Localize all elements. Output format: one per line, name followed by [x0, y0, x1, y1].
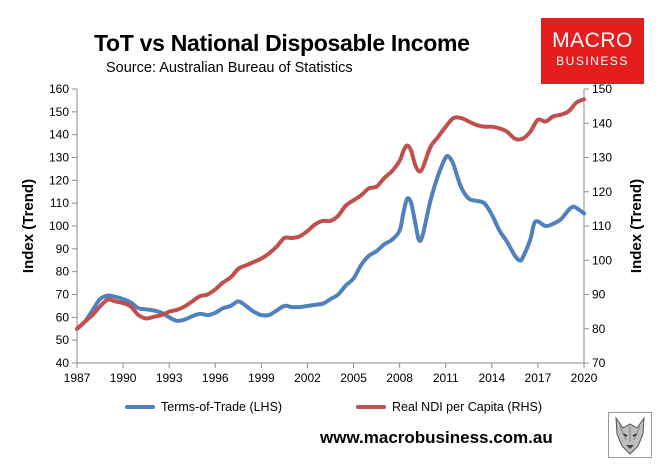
x-tick-label: 2011	[433, 371, 459, 385]
line-chart: 40 50 60 70 80 90 100 110 120 130 140 150 160 70 80 90 1…	[20, 82, 645, 385]
x-tick-label: 1990	[110, 371, 137, 385]
chart-title: ToT vs National Disposable Income	[94, 30, 470, 56]
logo-line-2: BUSINESS	[556, 54, 629, 68]
chart-subtitle: Source: Australian Bureau of Statistics	[106, 60, 353, 76]
y-tick-label-right: 70	[592, 356, 606, 370]
y-axis-title-left: Index (Trend)	[20, 179, 37, 273]
series-line-real-ndi-per-capita	[75, 97, 586, 331]
y-tick-label-right: 140	[592, 116, 612, 130]
y-tick-label-right: 80	[592, 322, 606, 336]
y-tick-label-right: 150	[592, 82, 612, 96]
x-tick-label: 1987	[64, 371, 91, 385]
y-tick-label-right: 100	[592, 253, 612, 267]
y-tick-label-left: 60	[56, 310, 70, 324]
y-tick-label-right: 130	[592, 151, 612, 165]
x-tick-label: 1993	[156, 371, 183, 385]
y-tick-label-right: 110	[592, 219, 611, 233]
y-tick-label-left: 110	[50, 196, 69, 210]
y-axis-title-right: Index (Trend)	[628, 179, 645, 273]
x-tick-label: 2020	[571, 371, 598, 385]
x-tick-label: 2014	[478, 371, 505, 385]
y-tick-label-left: 50	[56, 333, 70, 347]
y-tick-label-left: 40	[56, 356, 70, 370]
legend-item-terms-of-trade: Terms-of-Trade (LHS)	[125, 400, 282, 414]
website-url: www.macrobusiness.com.au	[320, 428, 553, 447]
legend-swatch-blue	[125, 405, 155, 409]
y-tick-label-left: 150	[49, 105, 69, 119]
chart-axes: 40 50 60 70 80 90 100 110 120 130 140 150 160 70 80 90 1…	[49, 82, 612, 385]
y-tick-label-left: 130	[49, 151, 69, 165]
x-tick-label: 2002	[294, 371, 321, 385]
y-tick-label-left: 100	[49, 219, 69, 233]
x-tick-label: 2008	[386, 371, 413, 385]
y-tick-label-left: 80	[56, 265, 70, 279]
y-tick-label-left: 90	[56, 242, 70, 256]
x-tick-label: 1996	[202, 371, 229, 385]
y-tick-label-left: 70	[56, 288, 70, 302]
series-line-terms-of-trade	[75, 153, 586, 331]
y-tick-label-left: 120	[49, 173, 69, 187]
legend-label-real-ndi: Real NDI per Capita (RHS)	[392, 400, 543, 414]
y-tick-label-left: 140	[49, 128, 69, 142]
y-tick-label-right: 120	[592, 185, 612, 199]
logo-line-1: MACRO	[552, 29, 633, 52]
x-tick-label: 2017	[525, 371, 552, 385]
y-tick-label-right: 90	[592, 288, 606, 302]
wolf-head-icon	[608, 412, 652, 458]
legend-item-real-ndi: Real NDI per Capita (RHS)	[356, 400, 542, 414]
x-tick-label: 2005	[340, 371, 367, 385]
x-tick-label: 1999	[248, 371, 275, 385]
y-tick-label-left: 160	[49, 82, 69, 96]
legend-label-terms-of-trade: Terms-of-Trade (LHS)	[161, 400, 283, 414]
macrobusiness-logo: MACRO BUSINESS	[541, 18, 644, 84]
legend-swatch-red	[356, 405, 386, 409]
chart-series	[75, 97, 586, 331]
